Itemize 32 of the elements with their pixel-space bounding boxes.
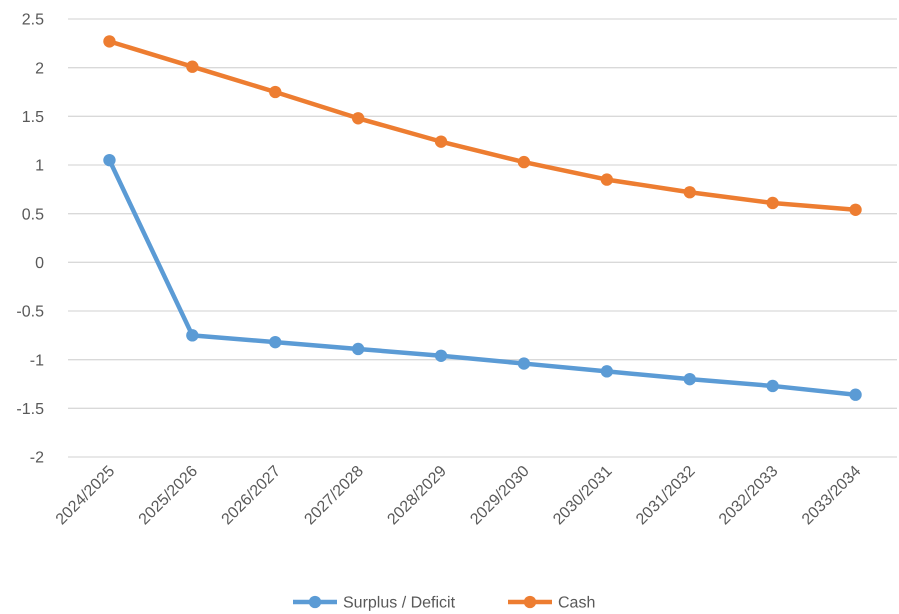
point (352, 342, 364, 356)
y-tick-label: 0.5 (22, 206, 44, 224)
legend-label: Surplus / Deficit (343, 594, 456, 612)
point (766, 196, 779, 210)
y-tick-label: 1 (35, 158, 44, 175)
point (766, 380, 779, 392)
point (103, 154, 116, 166)
legend-label: Cash (558, 594, 596, 612)
point (518, 357, 530, 370)
point (434, 135, 448, 148)
y-tick-label: 2 (35, 60, 44, 78)
y-tick-label: -0.5 (16, 304, 44, 321)
point (103, 35, 116, 48)
point (186, 329, 199, 342)
point (849, 388, 862, 401)
y-tick-label: -1 (30, 352, 44, 370)
point (600, 365, 614, 378)
point (518, 156, 530, 168)
point (684, 372, 696, 386)
y-tick-label: 0 (35, 254, 44, 272)
point (849, 204, 862, 216)
point (269, 336, 282, 348)
point (600, 173, 614, 186)
point (186, 60, 199, 73)
y-tick-label: 2.5 (22, 12, 44, 29)
point (434, 350, 448, 362)
point (269, 86, 282, 98)
y-tick-label: 1.5 (22, 108, 44, 126)
point (352, 112, 364, 124)
y-tick-label: -2 (30, 450, 44, 467)
y-tick-label: -1.5 (16, 400, 44, 418)
point (684, 186, 696, 198)
